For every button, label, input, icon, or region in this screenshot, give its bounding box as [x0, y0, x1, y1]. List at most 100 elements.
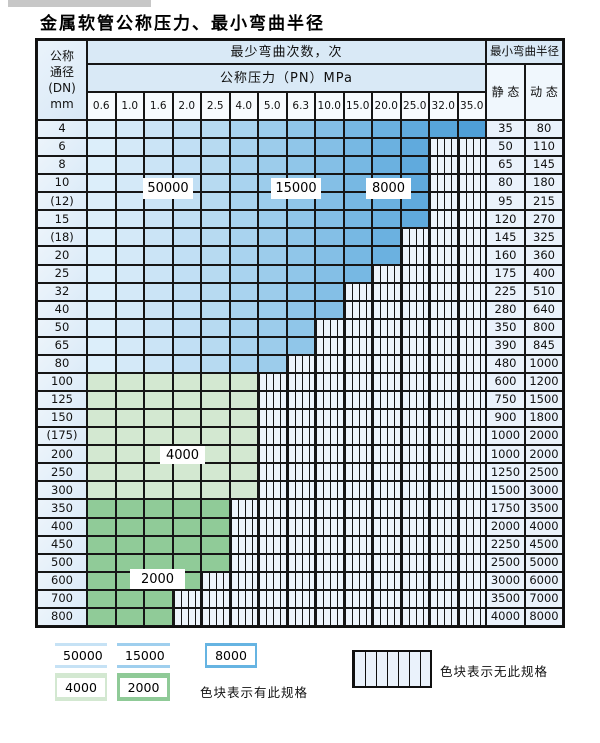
dynamic-radius-cell: 4500 — [525, 535, 563, 554]
spec-unavailable-cell — [400, 589, 429, 608]
spec-available-cell — [87, 571, 116, 590]
spec-available-cell — [144, 354, 173, 373]
spec-available-cell — [201, 192, 230, 211]
spec-available-cell — [201, 228, 230, 247]
spec-unavailable-cell — [429, 571, 458, 590]
spec-unavailable-cell — [286, 553, 315, 572]
spec-available-cell — [144, 210, 173, 229]
spec-unavailable-cell — [429, 264, 458, 283]
spec-unavailable-cell — [315, 499, 344, 518]
spec-unavailable-cell — [372, 282, 401, 301]
spec-available-cell — [144, 300, 173, 319]
spec-available-cell — [115, 391, 144, 410]
spec-unavailable-cell — [429, 391, 458, 410]
spec-available-cell — [201, 336, 230, 355]
spec-available-cell — [144, 120, 173, 139]
spec-available-cell — [315, 264, 344, 283]
spec-available-cell — [372, 156, 401, 175]
spec-available-cell — [229, 391, 258, 410]
spec-unavailable-cell — [258, 499, 287, 518]
spec-unavailable-cell — [457, 463, 486, 482]
spec-available-cell — [87, 210, 116, 229]
spec-available-cell — [343, 264, 372, 283]
dn-value-cell: 4 — [37, 120, 87, 139]
spec-available-cell — [429, 120, 458, 139]
spec-available-cell — [201, 553, 230, 572]
spec-available-cell — [115, 553, 144, 572]
spec-unavailable-cell — [315, 607, 344, 626]
spec-unavailable-cell — [429, 409, 458, 428]
spec-available-cell — [315, 246, 344, 265]
spec-available-cell — [229, 138, 258, 157]
dn-value-cell: 500 — [37, 553, 87, 572]
spec-unavailable-cell — [400, 336, 429, 355]
dynamic-radius-cell: 800 — [525, 318, 563, 337]
spec-available-cell — [172, 463, 201, 482]
static-radius-cell: 160 — [486, 246, 525, 265]
spec-available-cell — [258, 120, 287, 139]
pressure-column-header: 32.0 — [429, 92, 458, 120]
spec-available-cell — [144, 427, 173, 446]
dn-value-cell: 8 — [37, 156, 87, 175]
dynamic-radius-cell: 2000 — [525, 445, 563, 464]
spec-available-cell — [87, 391, 116, 410]
spec-unavailable-cell — [343, 535, 372, 554]
spec-unavailable-cell — [258, 571, 287, 590]
spec-available-cell — [172, 210, 201, 229]
spec-unavailable-cell — [429, 246, 458, 265]
spec-unavailable-cell — [258, 589, 287, 608]
spec-unavailable-cell — [315, 463, 344, 482]
pressure-column-header: 1.0 — [115, 92, 144, 120]
spec-unavailable-cell — [372, 607, 401, 626]
static-radius-cell: 900 — [486, 409, 525, 428]
legend-no-spec-swatch — [352, 650, 432, 688]
dn-value-cell: 250 — [37, 463, 87, 482]
spec-unavailable-cell — [372, 589, 401, 608]
spec-unavailable-cell — [429, 192, 458, 211]
static-radius-cell: 35 — [486, 120, 525, 139]
dn-value-cell: (18) — [37, 228, 87, 247]
spec-available-cell — [172, 246, 201, 265]
spec-available-cell — [258, 282, 287, 301]
spec-available-cell — [229, 336, 258, 355]
spec-available-cell — [172, 336, 201, 355]
spec-unavailable-cell — [258, 535, 287, 554]
spec-unavailable-cell — [201, 607, 230, 626]
static-radius-cell: 280 — [486, 300, 525, 319]
pressure-column-header: 2.0 — [172, 92, 201, 120]
spec-available-cell — [315, 156, 344, 175]
spec-available-cell — [87, 228, 116, 247]
spec-available-cell — [201, 409, 230, 428]
spec-unavailable-cell — [286, 517, 315, 536]
spec-available-cell — [315, 228, 344, 247]
spec-unavailable-cell — [315, 354, 344, 373]
spec-available-cell — [343, 156, 372, 175]
spec-unavailable-cell — [372, 553, 401, 572]
pressure-column-header: 0.6 — [87, 92, 116, 120]
spec-unavailable-cell — [315, 553, 344, 572]
spec-unavailable-cell — [343, 589, 372, 608]
spec-available-cell — [315, 192, 344, 211]
spec-unavailable-cell — [429, 517, 458, 536]
dynamic-radius-cell: 180 — [525, 174, 563, 193]
spec-unavailable-cell — [201, 589, 230, 608]
static-column-header: 静 态 — [486, 64, 525, 120]
spec-available-cell — [172, 372, 201, 392]
spec-available-cell — [144, 228, 173, 247]
spec-unavailable-cell — [229, 589, 258, 608]
spec-available-cell — [144, 264, 173, 283]
spec-unavailable-cell — [457, 138, 486, 157]
spec-unavailable-cell — [457, 589, 486, 608]
spec-available-cell — [87, 282, 116, 301]
spec-available-cell — [172, 535, 201, 554]
spec-available-cell — [172, 391, 201, 410]
spec-available-cell — [201, 535, 230, 554]
dn-value-cell: 300 — [37, 481, 87, 500]
spec-available-cell — [229, 463, 258, 482]
spec-available-cell — [229, 300, 258, 319]
spec-available-cell — [258, 138, 287, 157]
pressure-column-header: 10.0 — [315, 92, 344, 120]
spec-unavailable-cell — [400, 517, 429, 536]
spec-unavailable-cell — [400, 445, 429, 464]
static-radius-cell: 3000 — [486, 571, 525, 590]
